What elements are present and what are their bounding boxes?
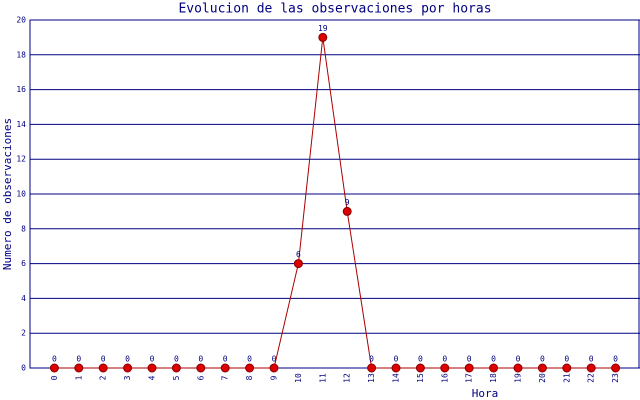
data-label: 0 [223, 355, 228, 364]
x-tick-label: 1 [74, 375, 83, 380]
y-tick-label: 14 [16, 120, 26, 129]
data-label: 0 [442, 355, 447, 364]
x-tick-label: 11 [318, 373, 327, 383]
x-tick-label: 23 [611, 373, 620, 383]
data-label: 0 [52, 355, 57, 364]
data-label: 0 [125, 355, 130, 364]
point [586, 363, 596, 373]
y-tick-label: 0 [21, 364, 26, 373]
x-tick-label: 2 [99, 375, 108, 380]
point [415, 363, 425, 373]
point [489, 363, 499, 373]
y-tick-label: 18 [16, 50, 26, 59]
x-tick-label: 6 [196, 375, 205, 380]
series-line [54, 37, 616, 369]
y-tick-label: 4 [21, 294, 26, 303]
data-label: 0 [174, 355, 179, 364]
data-label: 0 [247, 355, 252, 364]
x-tick-label: 17 [465, 373, 474, 383]
data-label: 19 [318, 24, 328, 33]
chart-title: Evolucion de las observaciones por horas [178, 2, 491, 17]
x-tick-label: 4 [148, 375, 157, 380]
x-tick-label: 0 [50, 375, 59, 380]
data-label: 0 [150, 355, 155, 364]
x-tick-label: 22 [587, 373, 596, 383]
data-label: 0 [394, 355, 399, 364]
point [391, 363, 401, 373]
point [513, 363, 523, 373]
data-label: 6 [296, 250, 301, 259]
data-label: 0 [540, 355, 545, 364]
x-tick-label: 3 [123, 375, 132, 380]
data-label: 0 [369, 355, 374, 364]
x-tick-label: 14 [392, 373, 401, 383]
x-tick-label: 21 [562, 373, 571, 383]
y-tick-label: 6 [21, 259, 26, 268]
point [98, 363, 108, 373]
point [367, 363, 377, 373]
data-label: 0 [76, 355, 81, 364]
x-tick-label: 16 [440, 373, 449, 383]
point [171, 363, 181, 373]
point [293, 259, 303, 269]
data-label: 0 [198, 355, 203, 364]
y-tick-label: 16 [16, 85, 26, 94]
data-label: 0 [101, 355, 106, 364]
point [49, 363, 59, 373]
point [611, 363, 621, 373]
x-tick-label: 8 [245, 375, 254, 380]
data-label: 0 [272, 355, 277, 364]
point [147, 363, 157, 373]
data-label: 0 [516, 355, 521, 364]
data-label: 0 [418, 355, 423, 364]
point [562, 363, 572, 373]
point [269, 363, 279, 373]
y-axis-label: Numero de observaciones [1, 118, 14, 270]
x-tick-label: 18 [489, 373, 498, 383]
data-label: 0 [589, 355, 594, 364]
x-tick-label: 20 [538, 373, 547, 383]
point [342, 206, 352, 216]
data-label: 0 [467, 355, 472, 364]
y-tick-label: 8 [21, 224, 26, 233]
point [245, 363, 255, 373]
y-tick-label: 12 [16, 155, 26, 164]
y-tick-label: 10 [16, 190, 26, 199]
x-tick-label: 15 [416, 373, 425, 383]
point [123, 363, 133, 373]
data-label: 0 [491, 355, 496, 364]
data-label: 0 [564, 355, 569, 364]
data-label: 0 [613, 355, 618, 364]
point [196, 363, 206, 373]
point [220, 363, 230, 373]
y-tick-label: 2 [21, 329, 26, 338]
x-tick-label: 5 [172, 375, 181, 380]
x-axis-label: Hora [472, 387, 499, 400]
y-tick-label: 20 [16, 16, 26, 25]
point [464, 363, 474, 373]
x-tick-label: 7 [221, 375, 230, 380]
point [537, 363, 547, 373]
data-label: 9 [345, 198, 350, 207]
point [440, 363, 450, 373]
x-tick-label: 12 [343, 373, 352, 383]
x-tick-label: 13 [367, 373, 376, 383]
point [318, 32, 328, 42]
point [74, 363, 84, 373]
x-tick-label: 9 [270, 375, 279, 380]
x-tick-label: 19 [514, 373, 523, 383]
x-tick-label: 10 [294, 373, 303, 383]
